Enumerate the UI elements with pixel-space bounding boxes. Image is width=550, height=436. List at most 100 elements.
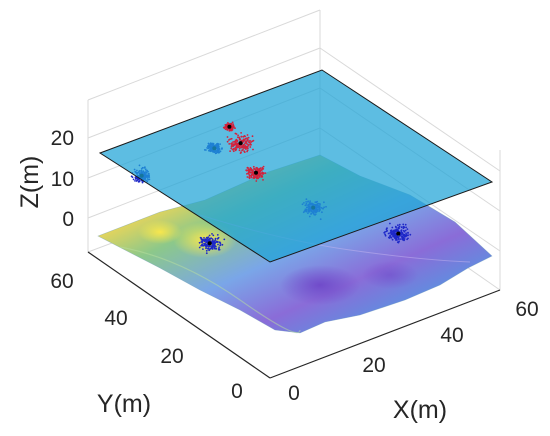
scatter-point — [257, 177, 260, 180]
scatter-point — [201, 243, 203, 246]
scatter-point — [256, 167, 258, 170]
scatter-point — [218, 246, 221, 249]
scatter-point — [405, 226, 407, 229]
scatter-point — [252, 165, 255, 168]
scatter-point — [204, 243, 207, 245]
scatter-point — [198, 246, 201, 249]
scatter-point — [256, 175, 258, 178]
scatter-point — [245, 141, 248, 143]
scatter-point — [199, 236, 202, 239]
scatter-point — [244, 135, 247, 138]
scatter-point — [209, 247, 212, 250]
scatter-point — [243, 138, 246, 141]
scatter-point — [230, 147, 233, 150]
scatter-point — [221, 243, 224, 246]
scatter-point — [228, 129, 231, 132]
scatter-point — [237, 134, 240, 137]
scatter-point — [405, 232, 407, 235]
scatter-point — [231, 142, 233, 145]
scatter-point — [134, 178, 137, 180]
scatter-point — [262, 168, 265, 170]
z-axis-label: Z(m) — [16, 156, 44, 209]
scatter-point — [258, 174, 261, 177]
scatter-point — [406, 228, 409, 231]
scatter-point — [211, 246, 214, 249]
scatter-point — [247, 167, 249, 169]
scatter-point — [231, 127, 234, 130]
scatter-point — [215, 248, 217, 250]
scatter-point — [206, 241, 209, 243]
scatter-point — [241, 146, 244, 149]
scatter-point — [261, 169, 263, 171]
scatter-point — [237, 146, 240, 149]
scatter-point — [231, 121, 234, 124]
scatter-point — [262, 165, 265, 168]
scatter-point — [211, 248, 214, 250]
scatter-point — [392, 229, 395, 232]
scatter-point — [134, 180, 136, 182]
scatter-point — [391, 238, 394, 241]
cluster-center-point — [238, 141, 243, 146]
scatter-point — [246, 147, 249, 149]
scatter-point — [394, 229, 397, 232]
scatter-point — [407, 234, 409, 237]
scatter-point — [246, 134, 249, 136]
scatter-point — [251, 169, 254, 172]
point-clusters-above — [222, 121, 267, 182]
scatter-point — [402, 223, 405, 226]
scatter-point — [216, 241, 219, 244]
scatter-point — [389, 234, 391, 237]
scatter-point — [211, 233, 213, 235]
scatter-point — [219, 244, 222, 246]
scatter-point — [231, 148, 234, 151]
scatter-point — [250, 176, 253, 179]
scatter-point — [216, 234, 219, 236]
scatter-point — [237, 136, 239, 139]
scatter-point — [384, 234, 387, 237]
scatter-point — [223, 126, 226, 129]
scatter-point — [251, 140, 254, 143]
y-axis: 60 40 20 0 Y(m) — [50, 270, 243, 418]
scatter-point — [403, 239, 405, 242]
scatter-point — [245, 142, 248, 145]
x-tick-label: 40 — [440, 324, 463, 347]
scatter-point — [247, 141, 250, 143]
scatter-point — [211, 240, 214, 243]
scatter-point — [213, 246, 216, 249]
scatter-point — [232, 143, 235, 146]
scatter-point — [249, 139, 251, 142]
scatter-point — [388, 237, 391, 239]
scatter-point — [214, 237, 217, 240]
scatter-point — [230, 137, 233, 140]
scatter-point — [137, 178, 140, 181]
cluster-center-point — [227, 124, 232, 129]
scatter-point — [404, 235, 406, 238]
y-tick-label: 20 — [160, 345, 183, 368]
scatter-point — [264, 172, 267, 175]
scatter-point — [383, 231, 386, 234]
scatter-point — [246, 149, 249, 152]
scatter-point — [400, 226, 403, 229]
y-tick-label: 40 — [104, 307, 127, 330]
scatter-point — [229, 138, 232, 141]
scatter-point — [260, 176, 263, 178]
scatter-point — [232, 147, 235, 150]
scatter-point — [198, 241, 201, 244]
scatter-point — [227, 122, 229, 124]
scatter-point — [389, 222, 391, 225]
scatter-point — [249, 168, 252, 171]
scatter-point — [202, 248, 204, 251]
scatter-point — [232, 150, 235, 153]
scatter-point — [386, 229, 388, 232]
scatter-point — [247, 136, 250, 139]
scatter-point — [215, 245, 217, 248]
scatter-point — [247, 171, 250, 174]
scatter-point — [253, 176, 256, 178]
scatter-point — [206, 247, 209, 250]
scatter-point — [203, 237, 205, 239]
scatter-point — [131, 176, 134, 179]
scatter-point — [393, 234, 395, 237]
scatter-point — [235, 133, 238, 135]
scatter-point — [249, 143, 251, 146]
scatter-point — [262, 179, 264, 181]
